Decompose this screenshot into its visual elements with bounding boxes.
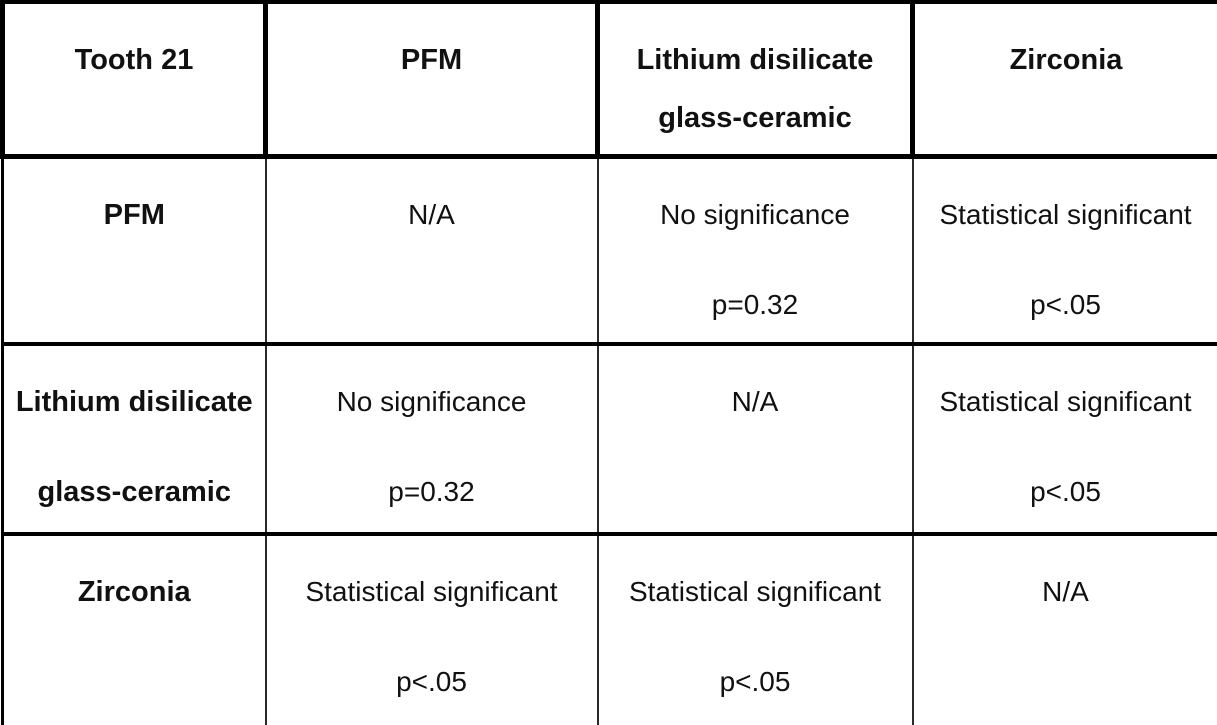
cell-result: No significance: [336, 386, 527, 417]
cell-pfm-vs-lithium: No significance p=0.32: [596, 156, 914, 346]
table-row-lithium-disilicate: Lithium disilicate glass-ceramic No sign…: [1, 344, 1217, 536]
row-header-label-line2: glass-ceramic: [37, 476, 231, 508]
row-header-label: PFM: [103, 198, 165, 231]
cell-pfm-vs-zirconia: Statistical significant p<.05: [911, 156, 1217, 346]
row-header-label: Lithium disilicate: [15, 386, 253, 418]
cell-result: N/A: [1042, 576, 1089, 607]
cell-result: N/A: [731, 386, 779, 417]
cell-pvalue: p<.05: [1030, 288, 1101, 320]
table-row-zirconia: Zirconia Statistical significant p<.05 S…: [1, 534, 1217, 725]
cell-zirconia-vs-lithium: Statistical significant p<.05: [596, 534, 914, 725]
cell-lithium-vs-lithium: N/A: [596, 344, 914, 536]
cell-pvalue: p<.05: [1030, 476, 1101, 507]
header-cell-pfm: PFM: [263, 0, 600, 159]
header-label-line2: glass-ceramic: [658, 102, 852, 134]
header-cell-zirconia: Zirconia: [910, 0, 1217, 159]
cell-lithium-vs-zirconia: Statistical significant p<.05: [911, 344, 1217, 536]
row-header-label: Zirconia: [77, 576, 191, 608]
cell-pvalue: p=0.32: [711, 288, 799, 320]
cell-pvalue: p<.05: [396, 666, 467, 697]
cell-result: Statistical significant: [939, 386, 1192, 417]
header-label: PFM: [400, 44, 463, 76]
cell-lithium-vs-pfm: No significance p=0.32: [264, 344, 599, 536]
header-label: Lithium disilicate: [636, 44, 874, 76]
table-header-row: Tooth 21 PFM Lithium disilicate glass-ce…: [0, 0, 1217, 159]
row-header-lithium-disilicate: Lithium disilicate glass-ceramic: [1, 344, 267, 536]
header-label: Zirconia: [1009, 44, 1123, 76]
header-cell-tooth-21: Tooth 21: [0, 0, 268, 159]
cell-result: Statistical significant: [628, 576, 882, 607]
cell-pvalue: p<.05: [719, 666, 791, 697]
row-header-zirconia: Zirconia: [1, 534, 267, 725]
cell-zirconia-vs-pfm: Statistical significant p<.05: [264, 534, 599, 725]
header-cell-lithium-disilicate: Lithium disilicate glass-ceramic: [595, 0, 915, 159]
header-label: Tooth 21: [74, 44, 194, 76]
cell-result: Statistical significant: [305, 576, 558, 607]
row-header-pfm: PFM: [1, 156, 267, 346]
table-row-pfm: PFM N/A No significance p=0.32 Statistic…: [1, 156, 1217, 346]
cell-pvalue: p=0.32: [388, 476, 475, 507]
cell-result: No significance: [660, 198, 850, 230]
cell-result: N/A: [408, 198, 455, 230]
cell-pfm-vs-pfm: N/A: [264, 156, 599, 346]
cell-zirconia-vs-zirconia: N/A: [911, 534, 1217, 725]
cell-result: Statistical significant: [939, 198, 1192, 230]
